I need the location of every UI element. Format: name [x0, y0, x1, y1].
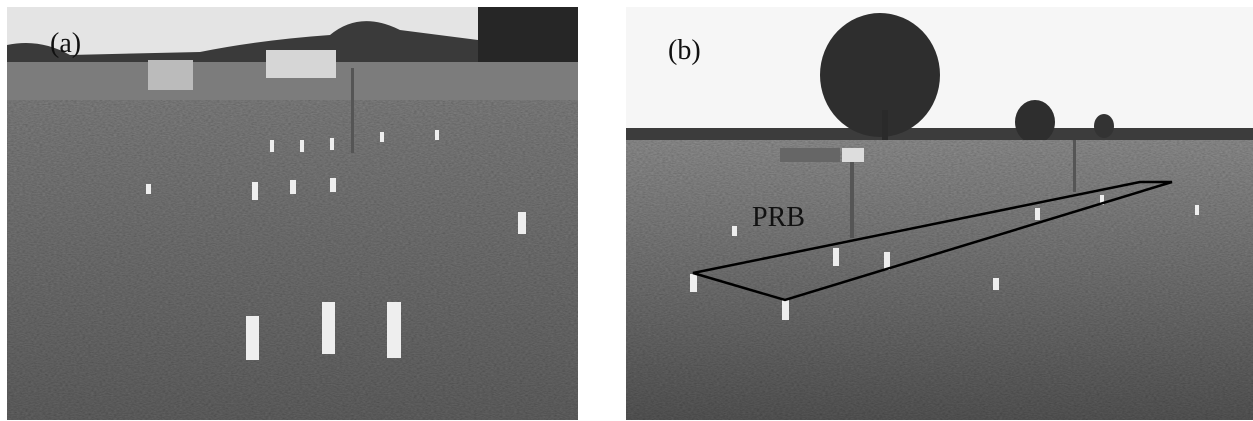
- annotation: PRB: [752, 202, 805, 233]
- photo-b: [626, 7, 1253, 420]
- vehicle: [148, 60, 193, 90]
- photo-a: [7, 7, 578, 420]
- figure: (a) (b) PRB: [0, 0, 1253, 421]
- panel-label: (b): [668, 35, 701, 66]
- panel-label: (a): [50, 28, 81, 59]
- vehicle: [266, 50, 336, 78]
